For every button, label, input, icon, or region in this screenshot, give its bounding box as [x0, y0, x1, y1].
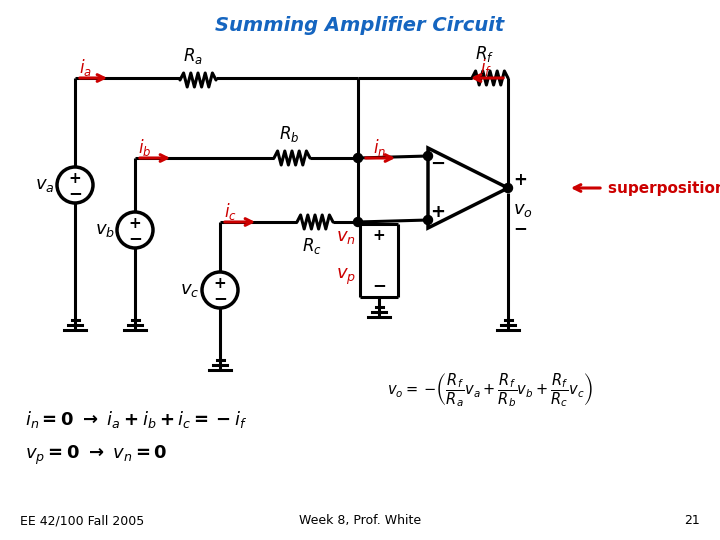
Circle shape [503, 184, 513, 192]
Text: $v_c$: $v_c$ [180, 281, 199, 299]
Text: $R_c$: $R_c$ [302, 236, 322, 256]
Text: +: + [431, 203, 446, 221]
Text: −: − [128, 228, 142, 247]
Text: $\boldsymbol{v_p = 0\ \rightarrow\ v_n = 0}$: $\boldsymbol{v_p = 0\ \rightarrow\ v_n =… [25, 443, 168, 467]
Text: −: − [513, 219, 527, 237]
Text: $\mathit{v_o = -\!\left(\dfrac{R_f}{R_a}v_a + \dfrac{R_f}{R_b}v_b + \dfrac{R_f}{: $\mathit{v_o = -\!\left(\dfrac{R_f}{R_a}… [387, 371, 593, 409]
Text: $i_a$: $i_a$ [78, 57, 91, 78]
Text: $i_n$: $i_n$ [374, 137, 387, 158]
Circle shape [354, 218, 362, 226]
Text: $v_p$: $v_p$ [336, 267, 356, 287]
Text: EE 42/100 Fall 2005: EE 42/100 Fall 2005 [20, 514, 144, 527]
Text: −: − [372, 276, 386, 294]
Text: −: − [213, 288, 227, 307]
Text: $v_a$: $v_a$ [35, 176, 55, 194]
Text: $R_b$: $R_b$ [279, 124, 300, 144]
Text: +: + [373, 228, 385, 244]
Text: Summing Amplifier Circuit: Summing Amplifier Circuit [215, 16, 505, 35]
Text: $i_f$: $i_f$ [480, 57, 492, 78]
Text: −: − [68, 184, 82, 201]
Circle shape [354, 153, 362, 163]
Text: +: + [129, 216, 141, 231]
Text: $R_f$: $R_f$ [475, 44, 495, 64]
Text: +: + [68, 171, 81, 186]
Text: +: + [513, 171, 527, 189]
Text: 21: 21 [684, 514, 700, 527]
Text: $v_o$: $v_o$ [513, 201, 533, 219]
Text: $i_c$: $i_c$ [224, 200, 236, 221]
Text: $v_b$: $v_b$ [95, 221, 115, 239]
Circle shape [423, 215, 433, 225]
Text: $\boldsymbol{i_n = 0\ \rightarrow\ i_a + i_b + i_c = -i_f}$: $\boldsymbol{i_n = 0\ \rightarrow\ i_a +… [25, 409, 248, 430]
Text: $i_b$: $i_b$ [138, 137, 152, 158]
Text: Week 8, Prof. White: Week 8, Prof. White [299, 514, 421, 527]
Text: $R_a$: $R_a$ [183, 46, 203, 66]
Text: $v_n$: $v_n$ [336, 228, 356, 246]
Text: superposition !: superposition ! [608, 180, 720, 195]
Text: −: − [431, 155, 446, 173]
Text: +: + [214, 276, 226, 291]
Circle shape [423, 152, 433, 160]
